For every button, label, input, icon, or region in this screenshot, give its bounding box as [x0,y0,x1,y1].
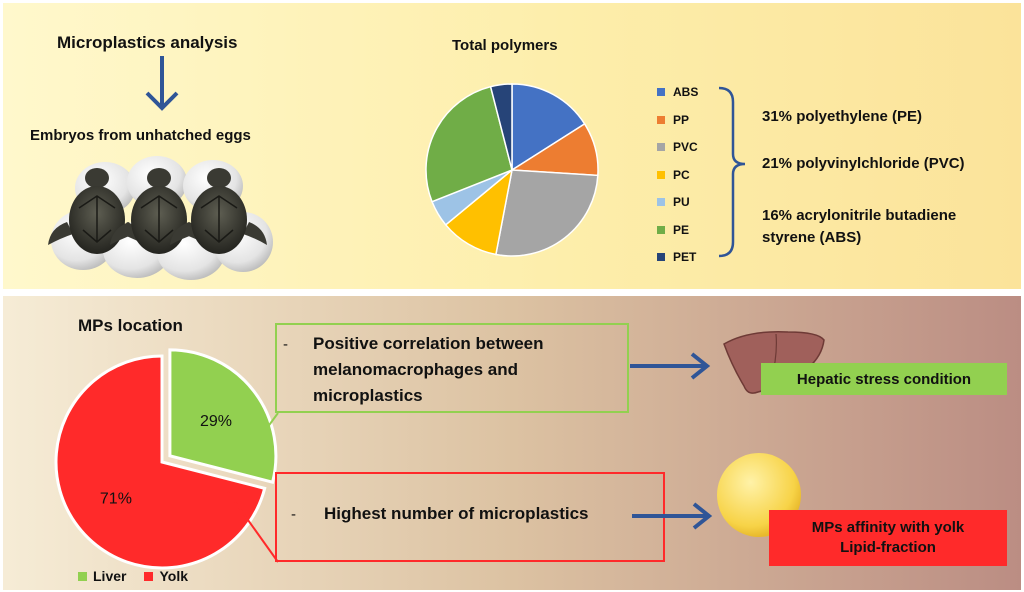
turtle-icon [170,168,267,254]
highlight-abs-line1: 16% acrylonitrile butadiene [762,207,957,224]
legend-swatch [657,225,665,234]
legend-label: PE [673,222,690,237]
right-arrow-icon [632,502,713,530]
legend-swatch [657,170,665,179]
legend-item-pvc: PVC [657,139,698,155]
legend-label: PU [673,195,690,209]
polymer-pie-chart [425,83,599,257]
legend-label: Yolk [159,568,188,584]
embryos-label: Embryos from unhatched eggs [30,127,251,144]
yolk-finding-bullet: - [291,506,296,523]
pie-label-liver: 29% [200,413,232,430]
yolk-affinity-line2: Lipid-fraction [840,539,936,556]
liver-correlation-box [275,323,629,413]
liver-correlation-line3: microplastics [313,386,423,405]
liver-correlation-line1: Positive correlation between [313,334,544,353]
pie-slice-pet [489,83,513,171]
legend-item-pu: PU [657,194,690,210]
legend-label: PP [673,112,690,127]
legend-swatch [657,253,665,261]
down-arrow-icon [145,56,179,111]
yolk-affinity-label: MPs affinity with yolk Lipid-fraction [769,510,1007,566]
right-arrow-icon [630,352,711,380]
legend-brace [718,86,746,258]
legend-item-pet: PET [657,249,696,265]
legend-swatch [144,571,154,581]
hepatic-stress-label: Hepatic stress condition [761,363,1007,395]
yolk-affinity-line1: MPs affinity with yolk [811,519,965,536]
highlight-pe: 31% polyethylene (PE) [762,108,923,125]
legend-label: PC [673,167,690,182]
highlight-pvc: 21% polyvinylchloride (PVC) [762,155,965,172]
yolk-finding-text: Highest number of microplastics [324,504,589,523]
highlight-abs-line2: styrene (ABS) [762,229,862,246]
legend-swatch [657,115,665,124]
turtle-embryos-illustration [48,156,273,280]
legend-item-yolk: Yolk [144,568,188,584]
analysis-title: Microplastics analysis [57,33,238,52]
liver-correlation-bullet: - [283,336,288,353]
legend-item-pe: PE [657,222,689,238]
pie-slice-pvc [495,169,599,257]
legend-swatch [657,198,665,206]
legend-item-pp: PP [657,112,689,128]
legend-label: Liver [93,568,127,584]
location-pie-chart: 29% 71% [54,348,278,570]
legend-item-liver: Liver [78,568,126,584]
legend-swatch [657,88,665,96]
legend-item-abs: ABS [657,84,698,100]
legend-label: PVC [673,140,698,154]
pie-slice-abs [511,83,586,172]
legend-swatch [78,571,87,581]
legend-item-pc: PC [657,167,690,183]
legend-label: PET [673,250,697,264]
location-chart-title: MPs location [78,316,183,335]
polymers-chart-title: Total polymers [452,37,558,54]
legend-swatch [657,143,665,151]
legend-label: ABS [673,85,699,99]
pie-label-yolk: 71% [100,491,132,508]
pie-slice-pe [425,85,513,203]
liver-correlation-line2: melanomacrophages and [313,360,519,379]
location-legend: Liver Yolk [78,568,188,584]
